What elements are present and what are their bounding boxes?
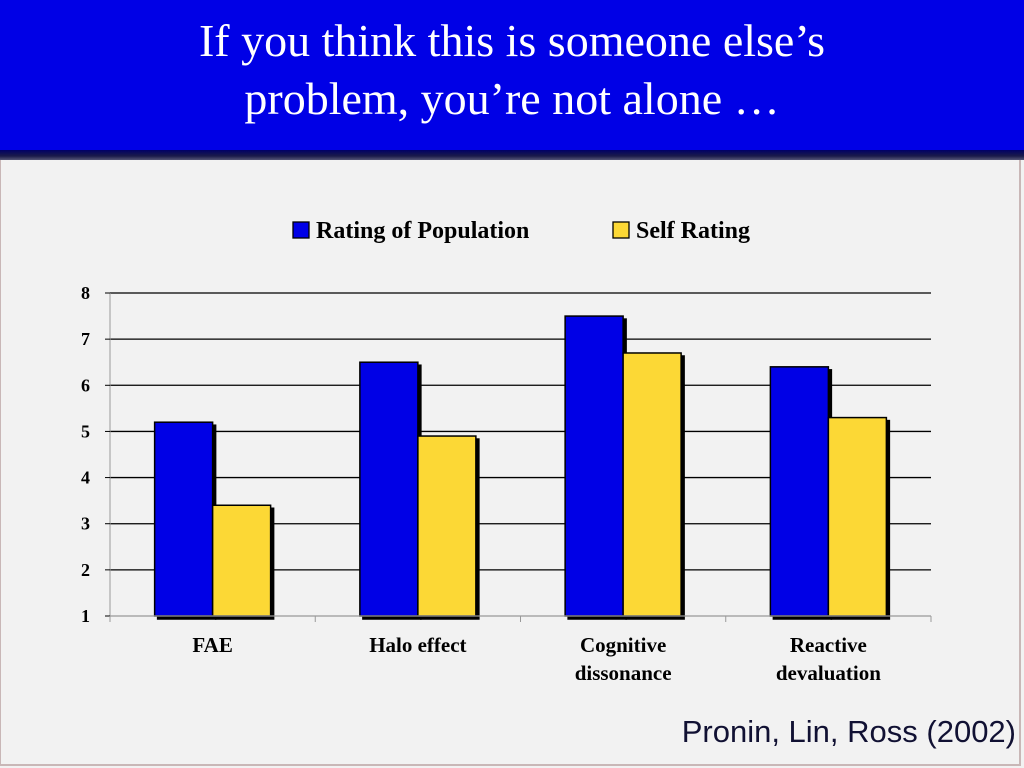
citation: Pronin, Lin, Ross (2002) [681,714,1016,749]
x-category-label: Halo effect [369,633,466,657]
y-tick-label: 8 [81,283,90,303]
title-bar [0,0,1024,150]
x-category-label: dissonance [575,661,672,685]
bar [153,421,214,617]
chart-legend: Rating of Population Self Rating [292,218,750,244]
y-tick-label: 2 [81,560,90,580]
x-category-label: Reactive [790,633,867,657]
legend-swatch [292,221,310,239]
legend-label: Rating of Population [316,218,529,244]
bar [827,416,888,617]
bar [622,352,682,617]
y-tick-label: 5 [81,421,90,441]
bar [417,435,477,617]
bar [211,504,272,617]
y-tick-label: 7 [81,329,90,349]
slide-title: If you think this is someone else’s prob… [0,12,1024,128]
y-tick-label: 6 [81,375,90,395]
title-bar-shadow [0,150,1024,160]
y-tick-label: 4 [81,468,90,488]
bars [153,315,888,617]
x-category-label: Cognitive [580,633,666,657]
content-frame [0,160,1021,766]
legend-label: Self Rating [636,218,750,244]
y-axis-ticks: 1 2 3 4 5 6 7 8 [81,283,111,626]
slide-title-line-2: problem, you’re not alone … [244,73,780,124]
y-tick-label: 1 [81,606,90,626]
bar [359,361,419,617]
x-category-label: FAE [192,633,232,657]
y-tick-label: 3 [81,514,90,534]
bar [769,366,830,617]
x-category-label: devaluation [776,661,881,685]
bar [564,315,624,617]
slide-title-line-1: If you think this is someone else’s [198,15,826,66]
legend-swatch [612,221,630,239]
x-axis: FAE Halo effect Cognitive dissonance Reactiv… [109,615,932,685]
